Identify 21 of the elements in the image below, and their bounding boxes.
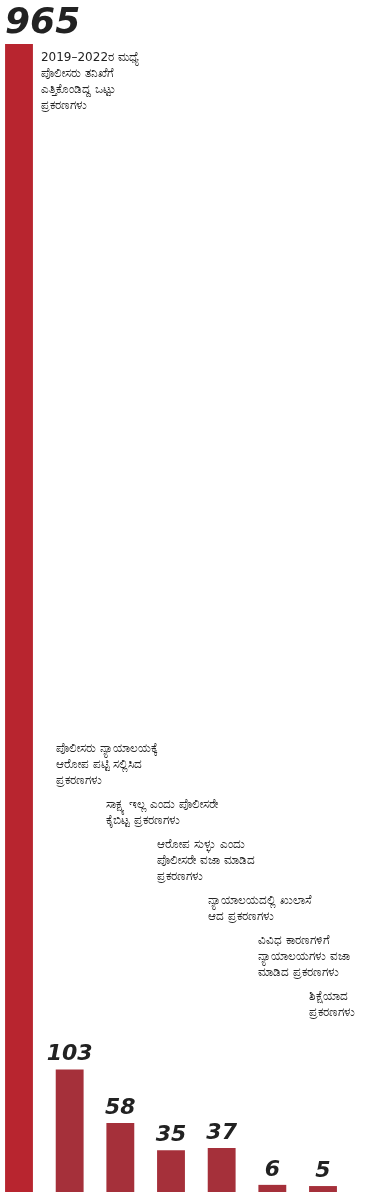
- bar: [309, 1186, 337, 1192]
- data-label: 5: [315, 1157, 331, 1183]
- data-label: 6: [264, 1155, 280, 1181]
- annotation: ನ್ಯಾಯಾಲಯದಲ್ಲಿ ಖುಲಾಸೆ ಆದ ಪ್ರಕರಣಗಳು: [207, 893, 312, 924]
- bar: [207, 1147, 236, 1192]
- bar: [258, 1184, 287, 1192]
- annotation: ಶಿಕ್ಷೆಯಾದ ಪ್ರಕರಣಗಳು: [309, 989, 356, 1020]
- data-label: 35: [155, 1121, 187, 1147]
- bar: [55, 1069, 84, 1192]
- annotation: ಸಾಕ್ಷ್ಯ ಇಲ್ಲ ಎಂದು ಪೊಲೀಸರೇ ಕೈಬಿಟ್ಟ ಪ್ರಕರಣಗಳು: [106, 797, 219, 829]
- annotation: 2019–2022ರ ಮಧ್ಯೆ ಪೊಲೀಸರು ತನಿಖೆಗೆ ಎತ್ತಿಕೊಂಡಿದ್ದ ಒಟ್ಟು ಪ್ರಕರಣಗಳು: [40, 50, 139, 112]
- annotation: ಆರೋಪ ಸುಳ್ಳು ಎಂದು ಪೊಲೀಸರೇ ವಜಾ ಮಾಡಿದ ಪ್ರಕರಣಗಳು: [157, 837, 255, 884]
- annotation: ಪೊಲೀಸರು ನ್ಯಾಯಾಲಯಕ್ಕೆ ಆರೋಪ ಪಟ್ಟಿ ಸಲ್ಲಿಸಿದ ಪ್ರಕರಣಗಳು: [55, 741, 158, 788]
- bar: [157, 1150, 185, 1192]
- bar: [5, 44, 33, 1192]
- data-label: 965: [5, 0, 81, 41]
- bar: [106, 1123, 135, 1192]
- data-label: 103: [46, 1040, 93, 1066]
- data-label: 58: [105, 1094, 136, 1119]
- data-label: 37: [206, 1118, 238, 1144]
- annotation: ವಿವಿಧ ಕಾರಣಗಳಿಗೆ ನ್ಯಾಯಾಲಯಗಳು ವಜಾ ಮಾಡಿದ ಪ್ರಕರಣಗಳು: [258, 933, 351, 980]
